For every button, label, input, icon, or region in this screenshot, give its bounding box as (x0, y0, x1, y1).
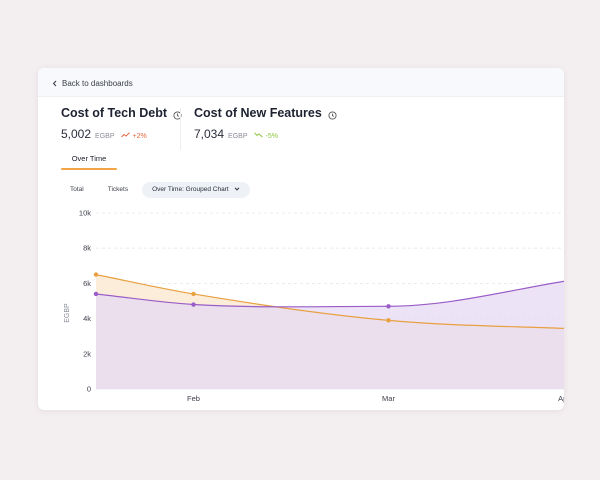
metric-unit-new-features: EGBP (228, 133, 248, 140)
back-to-dashboards-link[interactable]: Back to dashboards (52, 79, 133, 88)
data-point-tech-debt (93, 272, 99, 277)
y-tick-label: 6k (83, 279, 91, 288)
view-segmented-control: Total Tickets Over Time: Grouped Chart (60, 182, 250, 198)
segment-over-time-grouped-chart[interactable]: Over Time: Grouped Chart (142, 182, 250, 198)
data-point-new-features (93, 291, 99, 297)
data-point-tech-debt (191, 291, 196, 297)
line-new-features (96, 280, 564, 308)
chevron-down-icon (234, 182, 240, 198)
x-tick-label: Mar (382, 394, 395, 403)
data-point-new-features (386, 304, 391, 309)
trend-down-icon (254, 132, 264, 140)
segment-total[interactable]: Total (70, 186, 84, 193)
metric-title-tech-debt: Cost of Tech Debt (61, 106, 168, 120)
y-tick-label: 8k (83, 244, 91, 253)
metric-tech-debt: Cost of Tech Debt 5,002 EGBP +2% (61, 106, 182, 141)
metric-new-features: Cost of New Features 7,034 EGBP -5% (194, 106, 337, 141)
trend-label-new-features: -5% (265, 132, 278, 140)
tab-active-indicator (61, 168, 117, 170)
area-new-features (96, 281, 564, 389)
back-link-label: Back to dashboards (62, 79, 133, 88)
top-bar: Back to dashboards (38, 68, 564, 97)
trend-up-icon (121, 132, 131, 140)
line-tech-debt (96, 274, 564, 329)
x-tick-label: Apr (558, 394, 564, 403)
metric-divider (180, 108, 181, 150)
metric-title-new-features: Cost of New Features (194, 106, 322, 120)
trend-badge-up: +2% (121, 132, 147, 140)
tab-over-time[interactable]: Over Time (71, 154, 107, 163)
info-icon[interactable] (328, 109, 337, 120)
segment-tickets[interactable]: Tickets (107, 186, 129, 193)
cost-over-time-chart: 0 2k 4k 6k 8k 10k EGBP Feb Mar Apr (64, 209, 564, 403)
trend-badge-down: -5% (254, 132, 278, 140)
y-tick-label: 2k (83, 349, 91, 358)
data-point-new-features (191, 302, 196, 307)
metric-value-new-features: 7,034 (194, 127, 225, 141)
metric-unit-tech-debt: EGBP (95, 133, 115, 140)
metric-value-tech-debt: 5,002 (61, 127, 92, 141)
chevron-left-icon (52, 80, 58, 87)
y-axis-label: EGBP (64, 303, 71, 323)
trend-label-tech-debt: +2% (132, 132, 147, 140)
dashboard-card: Back to dashboards Cost of Tech Debt 5,0… (38, 68, 564, 410)
data-point-tech-debt (386, 318, 391, 323)
x-tick-label: Feb (187, 394, 200, 403)
y-tick-label: 0 (87, 385, 91, 394)
y-tick-label: 4k (83, 314, 91, 323)
segment-grouped-chart-label: Over Time: Grouped Chart (152, 186, 229, 193)
info-icon[interactable] (173, 109, 182, 120)
y-tick-label: 10k (79, 209, 91, 218)
